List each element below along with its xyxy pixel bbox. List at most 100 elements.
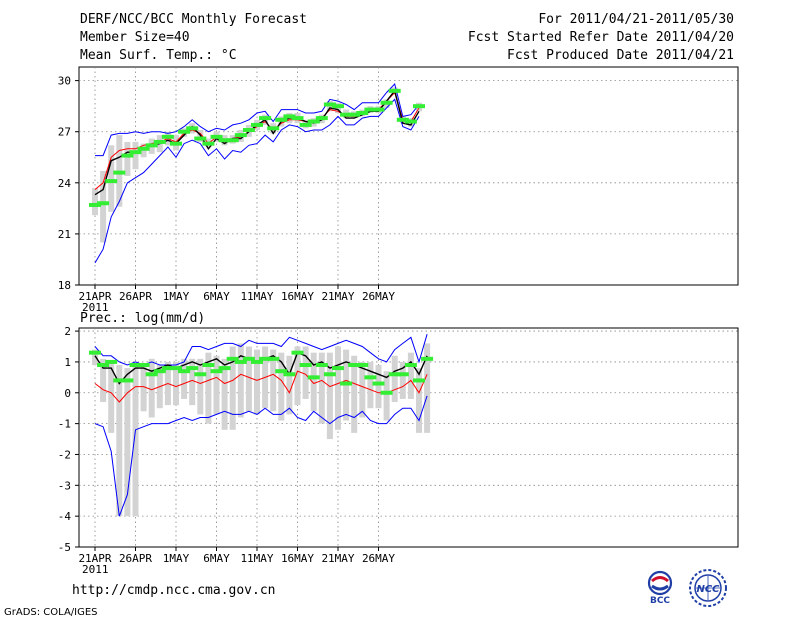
forecast-marker <box>202 141 215 146</box>
x-tick-label: 26MAY <box>362 290 395 303</box>
forecast-marker <box>380 100 393 105</box>
x-tick-label: 1MAY <box>163 552 190 565</box>
ncc-logo-text: NCC <box>696 584 720 595</box>
range-bar <box>132 365 139 517</box>
range-bar <box>302 346 309 399</box>
range-bar <box>92 349 98 366</box>
forecast-marker <box>315 363 328 368</box>
series-line-lower <box>94 98 420 264</box>
forecast-marker <box>97 363 110 368</box>
forecast-marker <box>340 381 353 386</box>
forecast-marker <box>113 378 126 383</box>
forecast-marker <box>364 107 377 112</box>
x-tick-label: 11MAY <box>240 552 273 565</box>
forecast-marker <box>89 202 101 207</box>
fcst-produced-date: Fcst Produced Date 2011/04/21 <box>507 48 734 63</box>
x-tick-label: 21APR <box>78 552 111 565</box>
range-bar <box>221 358 228 430</box>
x-tick-label: 26MAY <box>362 552 395 565</box>
forecast-marker <box>396 372 409 377</box>
series-line-upper <box>95 82 420 157</box>
forecast-marker <box>356 110 369 115</box>
range-bar <box>229 346 236 430</box>
forecast-marker <box>372 107 385 112</box>
range-bar <box>375 365 382 409</box>
range-bar <box>189 358 196 406</box>
forecast-marker <box>129 150 142 155</box>
y-tick-label: -5 <box>58 541 71 554</box>
forecast-marker <box>137 146 150 151</box>
forecast-marker <box>323 102 336 107</box>
forecast-marker <box>315 116 328 121</box>
grads-credit: GrADS: COLA/IGES <box>4 607 98 618</box>
x-tick-label: 26APR <box>119 290 152 303</box>
y-tick-label: 0 <box>64 387 71 400</box>
forecast-marker <box>242 356 255 361</box>
forecast-marker <box>388 372 401 377</box>
range-bar <box>399 361 406 399</box>
source-url: http://cmdp.ncc.cma.gov.cn <box>72 583 276 598</box>
forecast-marker <box>396 117 409 122</box>
range-bar <box>124 368 131 517</box>
range-bar <box>173 361 179 406</box>
forecast-marker <box>234 359 247 364</box>
range-bar <box>100 170 107 243</box>
forecast-marker <box>332 366 344 371</box>
forecast-marker <box>129 363 142 368</box>
forecast-marker <box>145 372 158 377</box>
series-line-lower <box>94 395 428 517</box>
x-tick-label: 21APR <box>78 290 111 303</box>
range-bar <box>270 349 277 412</box>
range-bar <box>124 141 131 176</box>
range-bar <box>108 145 115 212</box>
forecast-marker <box>89 350 101 355</box>
forecast-marker <box>202 363 215 368</box>
forecast-marker <box>145 143 158 148</box>
range-bar <box>367 361 374 409</box>
range-bar <box>108 361 115 433</box>
x-year-label: 2011 <box>82 301 109 314</box>
range-bar <box>310 352 317 412</box>
member-size: Member Size=40 <box>80 30 190 45</box>
x-tick-label: 1MAY <box>163 290 190 303</box>
forecast-marker <box>283 372 296 377</box>
plot-frame <box>78 66 739 286</box>
forecast-marker <box>113 170 126 175</box>
forecast-marker <box>275 369 288 374</box>
ncc-logo: NCC <box>689 569 727 607</box>
x-tick-label: 11MAY <box>240 290 273 303</box>
range-bar <box>416 368 422 433</box>
forecast-marker <box>275 117 288 122</box>
forecast-marker <box>299 122 312 127</box>
forecast-marker <box>291 350 304 355</box>
forecast-marker <box>323 372 336 377</box>
forecast-period: For 2011/04/21-2011/05/30 <box>538 12 734 27</box>
forecast-marker <box>307 375 320 380</box>
series-line-upper <box>94 334 428 366</box>
range-bar <box>278 352 285 421</box>
y-tick-label: -1 <box>58 418 71 431</box>
forecast-marker <box>137 363 150 368</box>
forecast-marker <box>186 126 199 131</box>
y-tick-label: -3 <box>58 479 71 492</box>
forecast-marker <box>283 114 296 119</box>
forecast-marker <box>226 356 239 361</box>
forecast-marker <box>404 363 417 368</box>
forecast-marker <box>421 356 434 361</box>
range-bar <box>205 352 212 424</box>
range-bar <box>318 352 325 424</box>
x-tick-label: 6MAY <box>203 552 230 565</box>
forecast-marker <box>97 201 110 206</box>
range-bar <box>213 355 220 415</box>
forecast-marker <box>218 138 231 143</box>
forecast-marker <box>356 363 369 368</box>
forecast-marker <box>194 136 207 141</box>
x-tick-label: 16MAY <box>281 552 314 565</box>
range-bar <box>245 346 252 412</box>
bcc-logo-text: BCC <box>650 596 670 606</box>
forecast-marker <box>340 112 353 117</box>
y-tick-label: 24 <box>58 177 72 190</box>
range-bar <box>407 352 414 399</box>
chart-panel-1: 18 21 24 27 30 21APR 26APR 1MAY 6MAY 11MAY 16MAY 21… <box>58 66 739 314</box>
